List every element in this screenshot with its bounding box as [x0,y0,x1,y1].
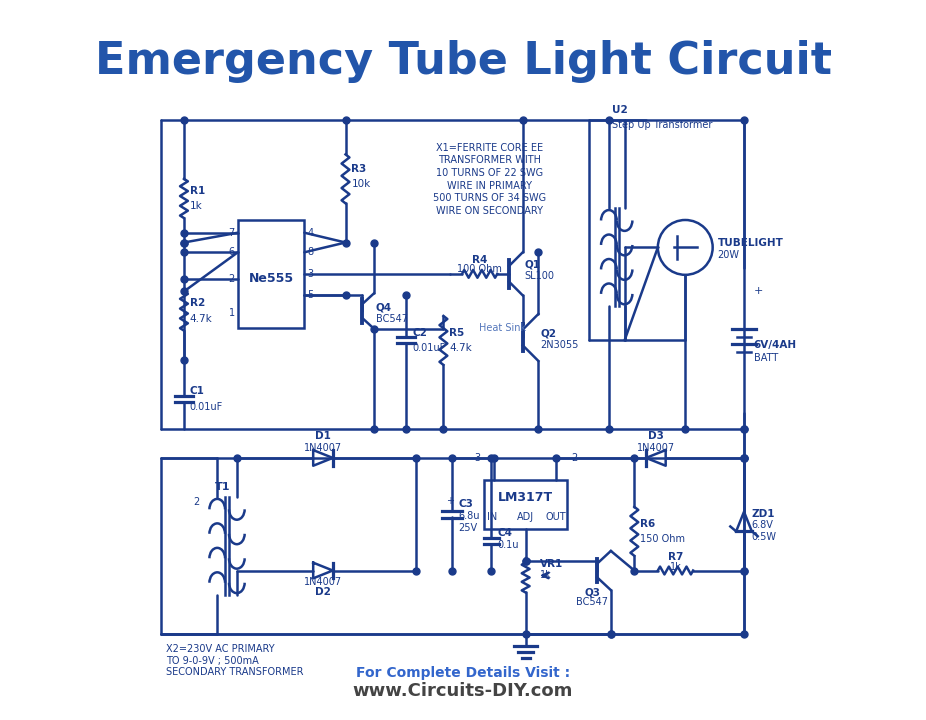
Text: 20W: 20W [718,251,740,260]
Text: R4: R4 [472,255,487,265]
Text: 3: 3 [307,269,313,279]
Text: 7: 7 [229,228,235,238]
Text: 10k: 10k [351,179,370,189]
Text: Emergency Tube Light Circuit: Emergency Tube Light Circuit [94,40,832,83]
Text: T1: T1 [215,482,231,492]
Text: Heat Sink: Heat Sink [479,323,526,333]
Text: D3: D3 [648,431,664,441]
Text: SECONDARY TRANSFORMER: SECONDARY TRANSFORMER [167,667,304,678]
Text: 8: 8 [307,247,313,257]
Text: X1=FERRITE CORE EE: X1=FERRITE CORE EE [436,143,543,153]
Text: BATT: BATT [754,353,778,363]
Text: D1: D1 [315,431,331,441]
Bar [238,220,305,328]
Text: BC547: BC547 [376,314,407,324]
Bar [484,480,568,529]
Text: 1N4007: 1N4007 [304,577,342,588]
Text: 1: 1 [229,308,235,318]
Text: 10 TURNS OF 22 SWG: 10 TURNS OF 22 SWG [436,168,543,178]
Text: R1: R1 [190,186,205,196]
Text: C2: C2 [412,328,427,338]
Text: 4.7k: 4.7k [190,314,213,324]
Text: R3: R3 [351,164,367,174]
Text: BC547: BC547 [576,597,608,607]
Text: +: + [446,495,455,505]
Text: 2: 2 [194,497,200,507]
Text: 100 Ohm: 100 Ohm [457,264,502,274]
Text: 2: 2 [229,274,235,284]
Text: TO 9-0-9V ; 500mA: TO 9-0-9V ; 500mA [167,656,259,665]
Text: Q2: Q2 [541,328,557,338]
Text: 0.5W: 0.5W [752,532,777,542]
Text: 1k: 1k [190,202,203,211]
Text: Step Up Transformer: Step Up Transformer [612,120,712,130]
Text: SL100: SL100 [525,271,555,281]
Text: 150 Ohm: 150 Ohm [640,534,685,544]
Text: 0.01uF: 0.01uF [190,402,223,412]
Text: +: + [754,287,763,297]
Text: 6V/4AH: 6V/4AH [754,341,797,351]
Text: WIRE IN PRIMARY: WIRE IN PRIMARY [447,181,532,191]
Text: IN: IN [487,512,497,522]
Text: 6: 6 [229,247,235,257]
Text: R2: R2 [190,298,205,308]
Text: For Complete Details Visit :: For Complete Details Visit : [356,666,570,680]
Text: VR1: VR1 [541,559,564,569]
Text: ZD1: ZD1 [752,509,775,518]
Text: OUT: OUT [545,512,566,522]
Text: 1k: 1k [669,562,682,572]
Text: 1N4007: 1N4007 [637,443,675,453]
Text: LM317T: LM317T [498,490,553,503]
Text: U2: U2 [612,105,628,115]
Text: R5: R5 [449,328,465,338]
Text: 1N4007: 1N4007 [304,443,342,453]
Text: C1: C1 [190,387,205,396]
Text: 4: 4 [307,228,313,238]
Text: 0.01uF: 0.01uF [412,343,445,354]
Text: R7: R7 [668,552,683,562]
Text: C3: C3 [458,500,473,510]
Text: TRANSFORMER WITH: TRANSFORMER WITH [438,156,541,166]
Text: Q3: Q3 [584,587,600,597]
Text: C4: C4 [497,528,512,539]
Text: 6.8V: 6.8V [752,521,774,531]
Text: 3: 3 [474,453,481,463]
Text: Q1: Q1 [525,259,541,269]
Text: 4.7k: 4.7k [449,343,472,354]
Text: 5: 5 [307,290,314,300]
Text: X2=230V AC PRIMARY: X2=230V AC PRIMARY [167,644,275,654]
Text: 1k: 1k [541,570,552,580]
Text: 2: 2 [571,453,578,463]
Text: 25V: 25V [458,523,477,533]
Text: TUBELIGHT: TUBELIGHT [718,238,783,248]
Text: Ne555: Ne555 [248,272,294,285]
Text: Q4: Q4 [376,302,392,312]
Text: www.Circuits-DIY.com: www.Circuits-DIY.com [353,682,573,700]
Text: 2N3055: 2N3055 [541,341,579,351]
Text: 500 TURNS OF 34 SWG: 500 TURNS OF 34 SWG [432,194,546,204]
Text: 6.8u: 6.8u [458,511,480,521]
Text: R6: R6 [640,518,656,528]
Text: D2: D2 [315,587,331,597]
Text: WIRE ON SECONDARY: WIRE ON SECONDARY [436,206,543,216]
Text: 0.1u: 0.1u [497,540,519,550]
Text: ADJ: ADJ [517,512,534,522]
